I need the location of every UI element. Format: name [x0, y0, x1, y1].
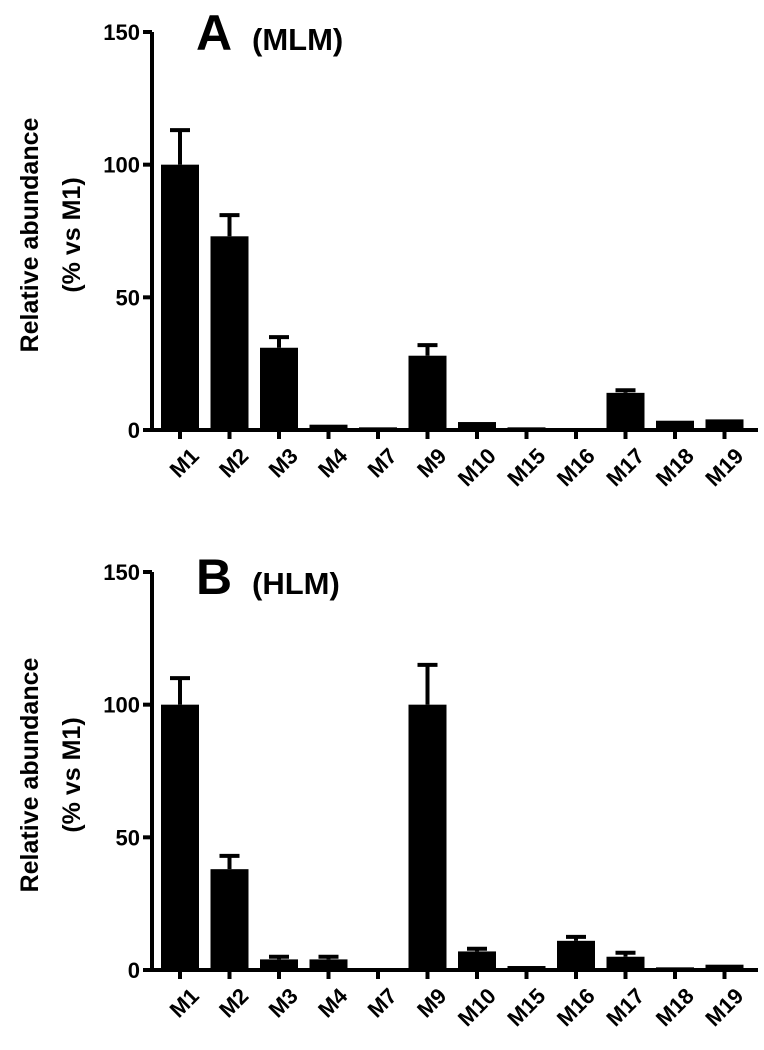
panel-b-bar: [161, 704, 199, 970]
panel-a-category-label: M16: [552, 443, 600, 491]
panel-b-bar: [557, 940, 595, 970]
panel-a-bar: [161, 164, 199, 430]
panel-a-bar: [408, 355, 447, 430]
panel-a-bar: [557, 428, 595, 430]
panel-b-bar: [606, 956, 645, 970]
panel-a-bar: [507, 427, 546, 430]
panel-b-category-label: M1: [165, 983, 204, 1022]
panel-a-ylabel-line: Relative abundance: [16, 118, 44, 353]
panel-a-category-label: M9: [412, 443, 451, 482]
panel-a-bar: [210, 236, 249, 430]
panel-a-category-label: M19: [700, 443, 748, 491]
panel-a-category-label: M1: [165, 443, 204, 482]
panel-b-bar: [260, 959, 298, 970]
panel-a-category-label: M7: [363, 443, 402, 482]
panel-b-y-tick-label: 100: [103, 693, 140, 718]
panel-b-bar: [408, 704, 447, 970]
panel-b-group: B (HLM) Relative abundance (% vs M1) 0 50 100 1…: [16, 549, 758, 1031]
panel-a-y-tick-label: 50: [116, 285, 140, 310]
panel-b-y-tick-label: 0: [128, 958, 140, 983]
panel-b-category-label: M17: [601, 983, 649, 1031]
panel-b-ylabel-line: Relative abundance: [16, 658, 44, 893]
panel-b-category-label: M7: [363, 983, 402, 1022]
panel-a-bar: [458, 422, 496, 430]
panel-a-letter: A: [196, 5, 232, 61]
panel-a-category-label: M18: [651, 443, 699, 491]
panel-b-bar: [359, 968, 397, 970]
panel-b-bar: [656, 967, 694, 970]
panel-b-category-label: M3: [264, 983, 303, 1022]
panel-b-category-label: M10: [453, 983, 501, 1031]
panel-a-category-label: M17: [601, 443, 649, 491]
panel-b-bar: [458, 951, 496, 970]
panel-b-bar: [507, 966, 546, 970]
panel-b-category-label: M15: [502, 983, 550, 1031]
panel-a-category-label: M3: [264, 443, 303, 482]
panel-b-category-label: M9: [412, 983, 451, 1022]
panel-b-bar: [309, 959, 348, 970]
panel-b-category-label: M16: [552, 983, 600, 1031]
panel-b-title: (HLM): [252, 566, 340, 601]
panel-a-bar: [606, 392, 645, 430]
panel-b-category-label: M19: [700, 983, 748, 1031]
panel-a-category-label: M10: [453, 443, 501, 491]
panel-a-bar: [656, 420, 694, 430]
panel-a-bar: [705, 419, 744, 430]
panel-a-ylabel-line: (% vs M1): [58, 177, 86, 292]
panel-b-bar: [210, 869, 249, 970]
panel-a-category-label: M4: [313, 443, 353, 483]
panel-b-bar: [705, 964, 744, 970]
panel-b-category-label: M4: [313, 983, 353, 1023]
panel-a-title: (MLM): [252, 22, 343, 57]
panel-a-y-tick-label: 0: [128, 418, 140, 443]
panel-a-category-label: M2: [214, 443, 253, 482]
panel-a-bar: [359, 427, 397, 430]
panel-b-y-tick-label: 150: [103, 560, 140, 585]
panel-a-group: A (MLM) Relative abundance (% vs M1) 0 50 100 1…: [16, 5, 758, 491]
panel-a-bar: [260, 347, 298, 430]
panel-a-bar: [309, 424, 348, 430]
panel-b-category-label: M2: [214, 983, 253, 1022]
panel-a-y-tick-label: 150: [103, 20, 140, 45]
panel-b-y-tick-label: 50: [116, 825, 140, 850]
panel-a-y-tick-label: 100: [103, 153, 140, 178]
panel-b-letter: B: [196, 549, 232, 605]
panel-a-category-label: M15: [502, 443, 550, 491]
panel-b-ylabel-line: (% vs M1): [58, 717, 86, 832]
panel-b-category-label: M18: [651, 983, 699, 1031]
